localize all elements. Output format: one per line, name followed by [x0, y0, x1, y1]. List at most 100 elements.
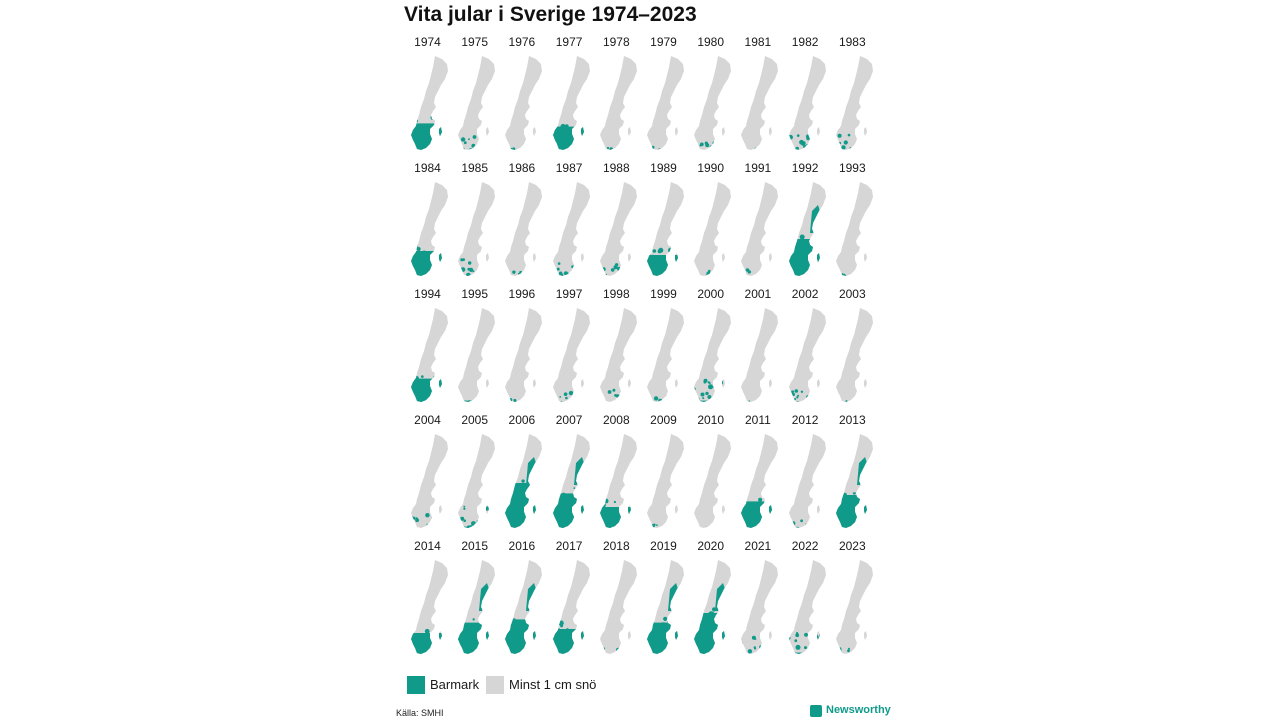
barmark-patch	[790, 233, 795, 238]
snow-area	[552, 182, 590, 276]
sweden-map-2006	[505, 434, 543, 528]
barmark-patch	[555, 125, 558, 129]
barmark-patch	[424, 628, 430, 634]
barmark-patch	[570, 134, 575, 138]
barmark-patch	[458, 618, 463, 622]
barmark-patch	[670, 398, 674, 402]
barmark-patch	[516, 637, 519, 640]
barmark-patch	[430, 147, 433, 150]
snow-area	[505, 182, 543, 276]
barmark-patch	[458, 618, 462, 622]
barmark-patch	[665, 636, 670, 640]
barmark-patch	[794, 242, 797, 244]
barmark-patch	[866, 495, 869, 498]
barmark-patch	[857, 524, 863, 528]
barmark-patch	[835, 497, 841, 503]
barmark-patch	[612, 507, 617, 512]
snow-area	[788, 560, 826, 654]
map-cell-1976: 1976	[498, 35, 545, 155]
barmark-patch	[484, 526, 487, 528]
barmark-patch	[568, 390, 573, 396]
barmark-patch	[662, 147, 667, 150]
barmark-patch	[517, 494, 520, 497]
barmark-patch	[774, 645, 778, 649]
map-cell-2006: 2006	[498, 413, 545, 533]
barmark-patch	[754, 401, 757, 402]
barmark-patch	[421, 139, 425, 143]
barmark-patch	[412, 147, 414, 150]
barmark-patch	[860, 490, 866, 496]
barmark-patch	[799, 234, 805, 240]
barmark-patch	[793, 639, 797, 643]
barmark-patch	[819, 633, 823, 636]
barmark-patch	[771, 642, 776, 647]
barmark-patch	[768, 505, 774, 511]
year-label: 1995	[461, 287, 489, 301]
barmark-patch	[526, 508, 532, 514]
barmark-patch	[704, 141, 709, 145]
barmark-patch	[486, 401, 489, 402]
barmark-patch	[623, 515, 627, 519]
map-cell-1985: 1985	[451, 161, 498, 281]
sweden-map-1998	[599, 308, 637, 402]
barmark-patch	[418, 132, 423, 137]
barmark-patch	[665, 653, 669, 654]
barmark-patch	[748, 649, 753, 654]
barmark-patch	[479, 510, 485, 515]
barmark-patch	[509, 640, 515, 646]
barmark-patch	[460, 516, 465, 521]
barmark-patch	[805, 144, 808, 146]
barmark-patch	[561, 492, 565, 496]
barmark-patch	[415, 518, 419, 523]
barmark-patch	[633, 149, 636, 150]
barmark-patch	[417, 398, 420, 402]
map-cell-2014: 2014	[404, 539, 451, 659]
barmark-patch	[647, 644, 650, 648]
barmark-patch	[524, 147, 527, 150]
barmark-patch	[770, 650, 773, 653]
barmark-patch	[676, 146, 680, 150]
sweden-map-1984	[411, 182, 448, 276]
barmark-patch	[578, 504, 583, 508]
barmark-patch	[568, 494, 573, 499]
barmark-patch	[650, 265, 653, 268]
barmark-patch	[520, 274, 524, 276]
barmark-patch	[418, 266, 424, 271]
barmark-patch	[793, 269, 800, 276]
barmark-patch	[667, 620, 670, 623]
barmark-patch	[463, 519, 467, 522]
barmark-patch	[602, 520, 608, 525]
barmark-patch	[427, 125, 431, 129]
barmark-patch	[509, 398, 513, 402]
barmark-patch	[650, 524, 655, 528]
barmark-patch	[607, 390, 612, 394]
barmark-patch	[412, 270, 415, 273]
barmark-patch	[719, 147, 724, 150]
barmark-patch	[420, 257, 425, 262]
barmark-patch	[614, 653, 618, 654]
barmark-patch	[580, 122, 585, 128]
snow-area	[599, 56, 637, 150]
barmark-patch	[666, 651, 672, 654]
barmark-patch	[417, 128, 421, 132]
map-cell-1996: 1996	[498, 287, 545, 407]
barmark-patch	[727, 265, 731, 269]
barmark-patch	[624, 512, 630, 518]
barmark-patch	[666, 523, 671, 528]
map-cell-2005: 2005	[451, 413, 498, 533]
barmark-patch	[856, 510, 861, 515]
barmark-patch	[433, 375, 437, 380]
sweden-map-2007	[552, 434, 590, 528]
barmark-patch	[413, 256, 416, 260]
snow-area	[835, 560, 873, 654]
barmark-patch	[620, 264, 623, 267]
barmark-coast	[526, 457, 537, 485]
barmark-patch	[797, 250, 803, 256]
barmark-patch	[702, 623, 707, 628]
barmark-patch	[614, 147, 617, 150]
barmark-patch	[415, 650, 421, 654]
sweden-map-1989	[647, 182, 684, 276]
barmark-patch	[628, 148, 633, 150]
barmark-patch	[477, 149, 481, 150]
barmark-patch	[465, 625, 470, 629]
